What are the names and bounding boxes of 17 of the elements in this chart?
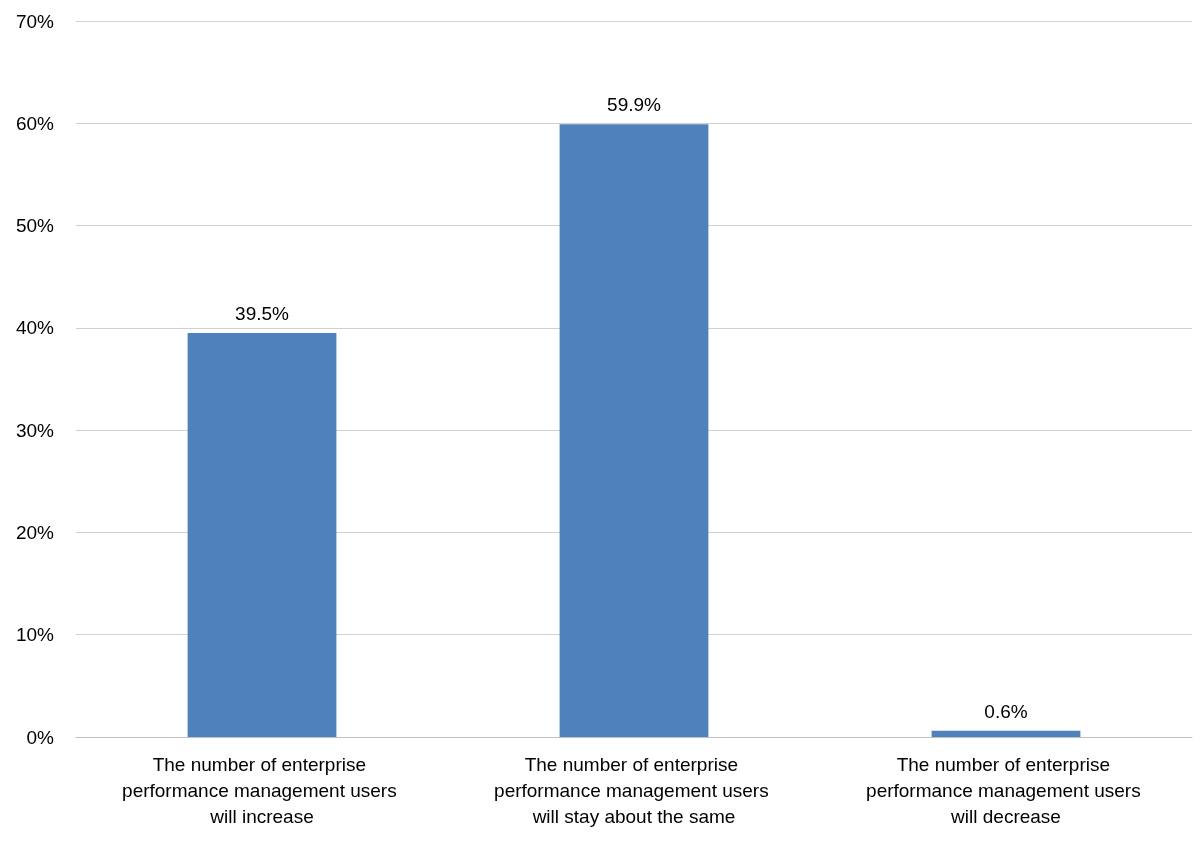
y-tick-label: 20%: [15, 521, 55, 543]
data-label: 39.5%: [235, 302, 290, 324]
x-tick-label: The number of enterprise performance management users will stay about the same: [494, 753, 774, 827]
bar: [931, 730, 1081, 737]
y-tick-label: 60%: [15, 112, 55, 134]
y-tick-label: 0%: [26, 726, 55, 748]
data-label: 0.6%: [984, 700, 1028, 722]
y-tick-label: 50%: [15, 215, 55, 237]
x-tick-label: The number of enterprise performance management users will increase: [122, 753, 402, 827]
x-tick-label: The number of enterprise performance management users will decrease: [866, 753, 1146, 827]
y-tick-label: 70%: [15, 10, 55, 32]
data-label: 59.9%: [607, 94, 662, 116]
y-tick-label: 40%: [15, 317, 55, 339]
y-tick-label: 10%: [15, 624, 55, 646]
y-tick-label: 30%: [15, 419, 55, 441]
bar: [187, 332, 337, 737]
bar: [559, 124, 709, 737]
